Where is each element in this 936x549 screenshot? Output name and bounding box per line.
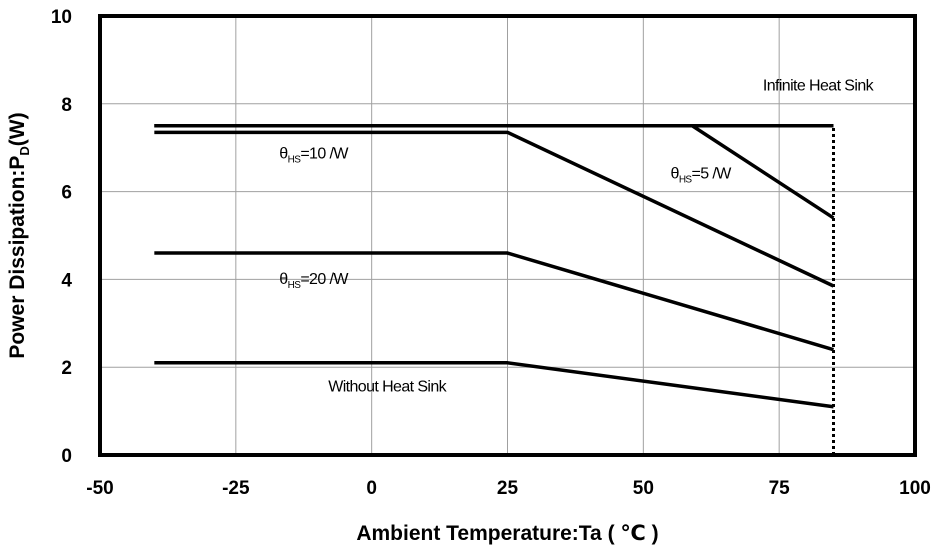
y-axis-title: Power Dissipation:PD(W) <box>6 112 32 358</box>
y-axis-title-tail: (W) <box>6 112 29 146</box>
y-tick-label: 4 <box>61 270 72 291</box>
series-line-2 <box>154 124 835 220</box>
y-axis-title-sub: D <box>17 146 32 155</box>
y-tick-label: 6 <box>61 183 72 204</box>
label-without-heat-sink: Without Heat Sink <box>328 378 447 395</box>
x-tick-label: 50 <box>633 478 654 499</box>
label-theta-hs-5: θHS=5 /W <box>671 165 733 185</box>
x-tick-label: 25 <box>497 478 519 499</box>
x-tick-label: -25 <box>222 478 250 499</box>
series-lines <box>154 124 835 455</box>
x-tick-label: 0 <box>366 478 377 499</box>
series-line-4 <box>154 251 834 352</box>
label-theta-hs-10: θHS=10 /W <box>279 146 349 166</box>
label-theta-hs-20: θHS=20 /W <box>279 271 349 291</box>
y-tick-label: 0 <box>61 446 72 467</box>
series-line-5 <box>154 361 834 409</box>
label-infinite-heat-sink: Infinite Heat Sink <box>763 78 875 95</box>
annotations: Infinite Heat Sink θHS=10 /W θHS=5 /W θHS=2… <box>279 78 875 396</box>
x-tick-label: 100 <box>899 478 931 499</box>
y-tick-label: 10 <box>51 7 72 28</box>
plot-frame <box>98 14 917 457</box>
series-line-3 <box>154 130 835 288</box>
x-axis-title: Ambient Temperature:Ta ( ℃ ) <box>356 522 658 545</box>
y-tick-label: 8 <box>61 95 72 116</box>
x-tick-label: 75 <box>769 478 791 499</box>
tick-labels: -50 -25 0 25 50 75 100 0 2 4 6 8 10 <box>51 7 931 499</box>
y-tick-label: 2 <box>61 358 72 379</box>
x-tick-label: -50 <box>86 478 113 499</box>
y-axis-title-main: Power Dissipation:P <box>6 156 29 359</box>
